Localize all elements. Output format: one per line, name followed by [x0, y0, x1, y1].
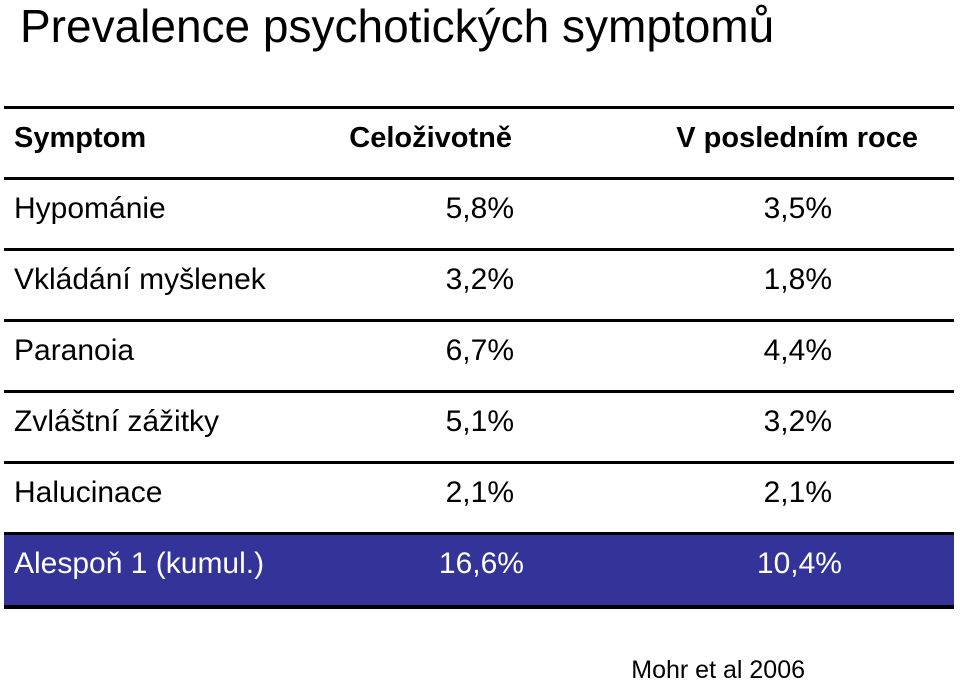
last-year-value: 1,8% [763, 263, 832, 296]
lifetime-value: 6,7% [445, 334, 514, 367]
symptom-name: Halucinace [14, 476, 163, 509]
page-title: Prevalence psychotických symptomů [20, 0, 775, 52]
lifetime-value: 5,8% [445, 192, 514, 225]
summary-label: Alespoň 1 (kumul.) [14, 547, 265, 580]
header-lifetime: Celoživotně [349, 122, 512, 154]
table-row: Paranoia 6,7% 4,4% [4, 322, 954, 393]
symptom-name: Zvláštní zážitky [14, 405, 220, 438]
header-symptom: Symptom [14, 122, 147, 154]
last-year-value: 2,1% [763, 476, 832, 509]
summary-row: Alespoň 1 (kumul.) 16,6% 10,4% [4, 535, 954, 609]
lifetime-value: 5,1% [445, 405, 514, 438]
last-year-value: 3,5% [763, 192, 832, 225]
table-row: Vkládání myšlenek 3,2% 1,8% [4, 251, 954, 322]
last-year-value: 3,2% [763, 405, 832, 438]
header-last-year: V posledním roce [676, 122, 918, 154]
table-row: Hypománie 5,8% 3,5% [4, 180, 954, 251]
prevalence-table: Symptom Celoživotně V posledním roce Hyp… [4, 106, 954, 609]
table-header-row: Symptom Celoživotně V posledním roce [4, 109, 954, 180]
summary-lifetime-value: 16,6% [438, 547, 524, 580]
lifetime-value: 2,1% [445, 476, 514, 509]
source-citation: Mohr et al 2006 [631, 656, 805, 683]
last-year-value: 4,4% [763, 334, 832, 367]
lifetime-value: 3,2% [445, 263, 514, 296]
table-row: Zvláštní zážitky 5,1% 3,2% [4, 393, 954, 464]
symptom-name: Hypománie [14, 192, 166, 225]
table-row: Halucinace 2,1% 2,1% [4, 464, 954, 535]
summary-last-year-value: 10,4% [756, 547, 842, 580]
symptom-name: Vkládání myšlenek [14, 263, 266, 296]
symptom-name: Paranoia [14, 334, 135, 367]
